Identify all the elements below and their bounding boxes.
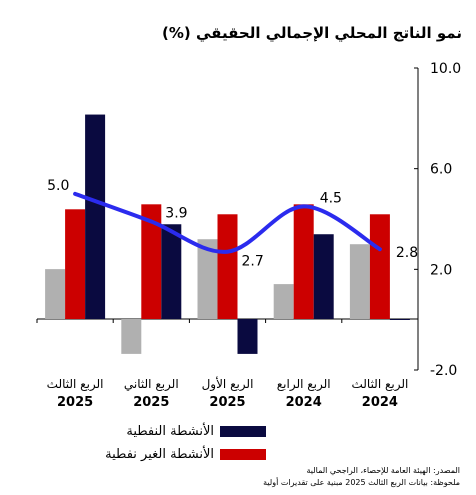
line-layer: 5.0 3.9 2.7 4.5 2.8 xyxy=(47,178,418,270)
data-note: ملحوظة: بيانات الربع الثالث 2025 مبنية ع… xyxy=(263,478,460,487)
bar-nonoil-2 xyxy=(217,214,238,319)
legend-label-nonoil: الأنشطة الغير نفطية xyxy=(105,447,214,462)
chart-title: نمو الناتج المحلي الإجمالي الحقيقي (%) xyxy=(162,24,462,42)
category-year-4: 2024 xyxy=(362,395,398,410)
category-year-2: 2025 xyxy=(209,395,245,410)
bar-nonoil-1 xyxy=(141,204,162,319)
legend-swatch-nonoil xyxy=(220,449,266,460)
line-label-4: 2.8 xyxy=(396,245,418,261)
category-year-0: 2025 xyxy=(57,395,93,410)
bar-oil-3 xyxy=(313,234,334,319)
bar-total-3 xyxy=(273,284,294,319)
bar-nonoil-3 xyxy=(293,204,314,319)
category-year-3: 2024 xyxy=(286,395,322,410)
category-label-4: الربع الثالث xyxy=(351,377,408,392)
y-tick-label-1: 6.0 xyxy=(430,162,452,178)
legend-swatch-oil xyxy=(220,426,266,437)
line-label-3: 4.5 xyxy=(320,190,342,206)
category-label-3: الربع الرابع xyxy=(277,377,331,392)
bar-total-2 xyxy=(197,239,218,319)
y-tick-label-3: -2.0 xyxy=(430,363,457,379)
legend-item-oil: الأنشطة النفطية xyxy=(126,424,266,439)
line-label-2: 2.7 xyxy=(242,254,264,270)
bar-oil-4 xyxy=(389,319,410,320)
bar-total-4 xyxy=(349,244,370,319)
legend-label-oil: الأنشطة النفطية xyxy=(126,424,214,439)
bar-total-1 xyxy=(121,319,142,354)
bar-total-0 xyxy=(45,269,66,319)
bar-nonoil-4 xyxy=(369,214,390,319)
bar-nonoil-0 xyxy=(65,209,86,319)
line-label-0: 5.0 xyxy=(47,178,69,194)
category-label-2: الربع الأول xyxy=(202,376,254,392)
y-tick-label-2: 2.0 xyxy=(430,262,452,278)
bar-oil-0 xyxy=(85,114,106,319)
y-tick-label-0: 10.0 xyxy=(430,61,461,77)
line-label-1: 3.9 xyxy=(165,206,187,222)
category-labels: الربع الثالث 2025 الربع الثاني 2025 الربع ال… xyxy=(47,376,409,410)
legend-item-nonoil: الأنشطة الغير نفطية xyxy=(105,447,266,462)
category-label-1: الربع الثاني xyxy=(124,377,179,392)
source-note: المصدر: الهيئة العامة للإحصاء، الراجحي ا… xyxy=(306,466,460,475)
bar-oil-1 xyxy=(161,224,182,319)
category-year-1: 2025 xyxy=(133,395,169,410)
growth-line xyxy=(73,191,382,254)
bar-oil-2 xyxy=(237,319,258,354)
y-axis: 10.0 6.0 2.0 -2.0 xyxy=(414,61,461,379)
bars-layer xyxy=(36,114,418,354)
category-label-0: الربع الثالث xyxy=(47,377,104,392)
